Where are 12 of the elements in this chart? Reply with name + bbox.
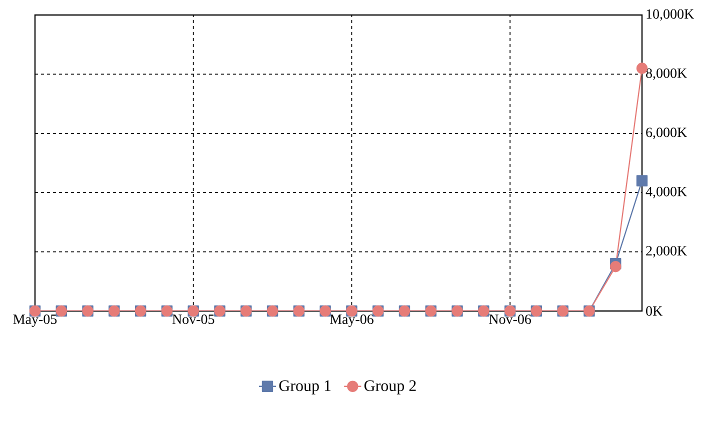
x-tick-label: Nov-05 [172, 314, 214, 324]
x-tick-label: May-06 [330, 314, 374, 327]
y-tick-label: 2,000K [646, 246, 688, 258]
legend-label: Group 2 [364, 380, 416, 394]
y-tick-label: 8,000K [646, 68, 688, 80]
y-tick-label: 0K [646, 306, 663, 316]
legend-label: Group 1 [279, 380, 331, 394]
x-tick-label: May-05 [13, 314, 57, 327]
y-tick-label: 6,000K [646, 128, 688, 140]
y-tick-label: 4,000K [646, 186, 688, 198]
x-tick-label: Nov-06 [489, 314, 532, 324]
y-tick-label: 10,000K [646, 9, 694, 21]
